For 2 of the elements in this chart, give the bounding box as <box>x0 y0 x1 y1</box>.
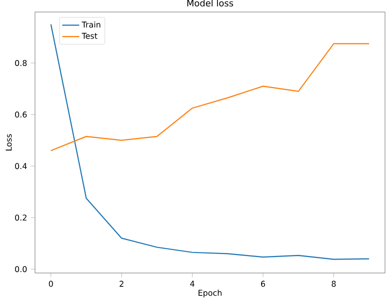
line-series <box>50 43 370 152</box>
chart-title: Model loss <box>187 0 234 6</box>
